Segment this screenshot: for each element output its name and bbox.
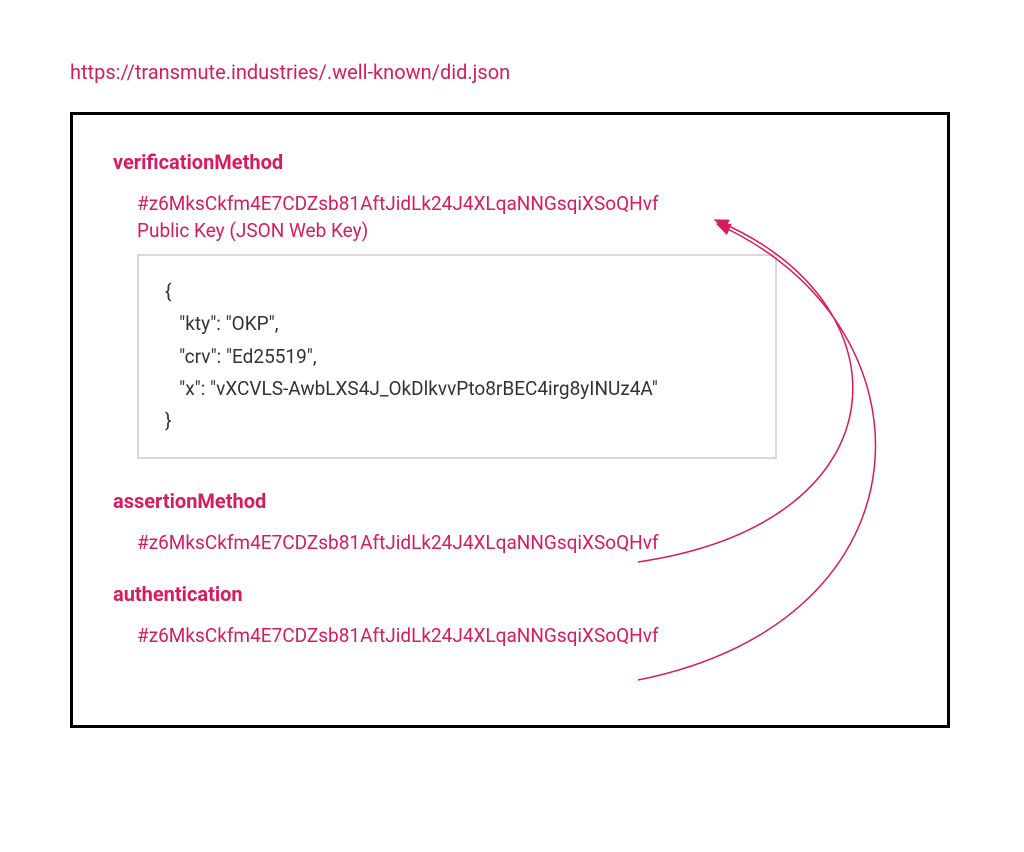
verification-method-desc: Public Key (JSON Web Key) — [137, 219, 907, 242]
verification-method-section: verificationMethod #z6MksCkfm4E7CDZsb81A… — [113, 150, 907, 459]
verification-method-id: #z6MksCkfm4E7CDZsb81AftJidLk24J4XLqaNNGs… — [137, 192, 907, 215]
assertion-method-header: assertionMethod — [113, 489, 907, 513]
authentication-header: authentication — [113, 582, 907, 606]
verification-method-header: verificationMethod — [113, 150, 907, 174]
assertion-method-section: assertionMethod #z6MksCkfm4E7CDZsb81AftJ… — [113, 489, 907, 554]
authentication-section: authentication #z6MksCkfm4E7CDZsb81AftJi… — [113, 582, 907, 647]
authentication-ref: #z6MksCkfm4E7CDZsb81AftJidLk24J4XLqaNNGs… — [137, 624, 907, 647]
assertion-method-ref: #z6MksCkfm4E7CDZsb81AftJidLk24J4XLqaNNGs… — [137, 531, 907, 554]
did-url: https://transmute.industries/.well-known… — [70, 60, 954, 84]
jwk-box: { "kty": "OKP", "crv": "Ed25519", "x": "… — [137, 254, 777, 459]
did-document-box: verificationMethod #z6MksCkfm4E7CDZsb81A… — [70, 112, 950, 728]
jwk-content: { "kty": "OKP", "crv": "Ed25519", "x": "… — [165, 276, 749, 437]
